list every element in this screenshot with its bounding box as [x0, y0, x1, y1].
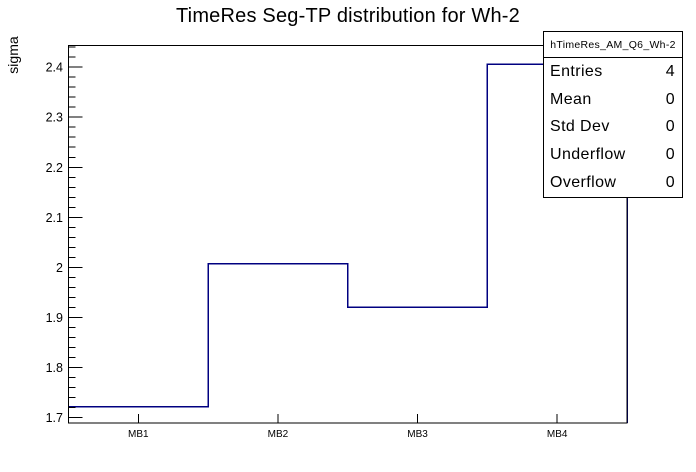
y-tick-label: 2.2 [46, 161, 63, 175]
y-tick-label: 2.4 [46, 61, 63, 75]
y-tick-label: 1.9 [46, 311, 63, 325]
y-tick-label: 2.1 [46, 211, 63, 225]
stats-rows: Entries 4 Mean 0 Std Dev 0 Underflow 0 O… [544, 58, 682, 197]
stat-label: Std Dev [550, 118, 610, 136]
stats-row-entries: Entries 4 [550, 63, 675, 81]
x-tick-label: MB1 [128, 429, 149, 440]
stats-row-overflow: Overflow 0 [550, 174, 675, 192]
y-tick-label: 1.8 [46, 361, 63, 375]
stat-value: 4 [665, 62, 675, 80]
stat-label: Overflow [550, 174, 617, 192]
stats-box-title: hTimeRes_AM_Q6_Wh-2 [544, 32, 682, 58]
y-tick-label: 2.3 [46, 111, 63, 125]
stat-label: Underflow [550, 146, 626, 164]
y-tick-label: 1.7 [46, 411, 63, 425]
y-tick-label: 2 [56, 261, 63, 275]
x-tick-label: MB4 [547, 429, 568, 440]
stats-box: hTimeRes_AM_Q6_Wh-2 Entries 4 Mean 0 Std… [543, 31, 683, 198]
chart-title: TimeRes Seg-TP distribution for Wh-2 [176, 5, 520, 27]
stats-row-stddev: Std Dev 0 [550, 118, 675, 136]
stat-value: 0 [665, 90, 675, 108]
stat-label: Entries [550, 62, 603, 80]
stat-value: 0 [665, 118, 675, 136]
x-tick-label: MB3 [407, 429, 428, 440]
stats-row-mean: Mean 0 [550, 91, 675, 109]
stats-row-underflow: Underflow 0 [550, 146, 675, 164]
stat-label: Mean [550, 90, 592, 108]
stat-value: 0 [665, 146, 675, 164]
x-axis-ticks: MB1 MB2 MB3 MB4 [128, 414, 568, 440]
y-axis-ticks: 1.7 1.8 1.9 2 2.1 2.2 2.3 2.4 [46, 46, 83, 425]
plot-frame [68, 45, 628, 424]
stat-value: 0 [665, 174, 675, 192]
x-tick-label: MB2 [268, 429, 289, 440]
